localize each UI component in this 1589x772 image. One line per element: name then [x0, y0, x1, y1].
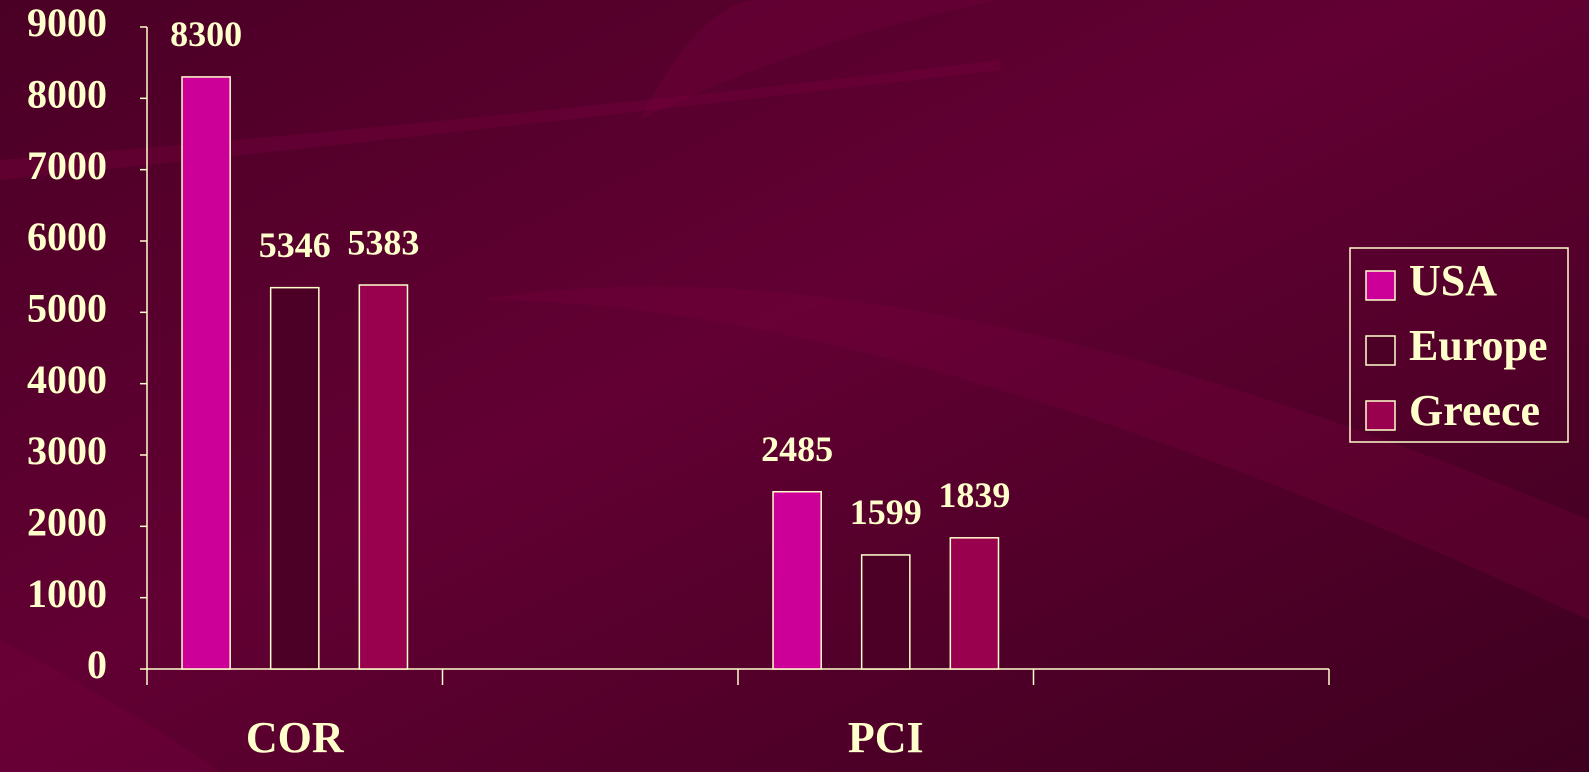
data-label: 1839 — [938, 475, 1010, 515]
y-tick-label: 5000 — [27, 286, 107, 331]
legend-box — [1349, 247, 1569, 443]
bar — [772, 490, 822, 670]
decor — [480, 286, 1589, 620]
bar — [860, 554, 911, 670]
y-tick-label: 7000 — [27, 143, 107, 188]
legend-label: Europe — [1409, 321, 1548, 370]
y-tick-label: 6000 — [27, 214, 107, 259]
bar — [181, 76, 231, 670]
decor — [640, 0, 1000, 120]
data-label: 1599 — [850, 492, 922, 532]
y-tick-label: 4000 — [27, 357, 107, 402]
y-tick-label: 9000 — [27, 0, 107, 45]
y-tick-label: 1000 — [27, 571, 107, 616]
x-tick-label: COR — [246, 713, 345, 762]
bar — [358, 284, 409, 670]
decor — [0, 640, 220, 772]
bar — [269, 286, 320, 670]
decor — [0, 60, 1000, 180]
legend-swatch — [1365, 270, 1396, 301]
y-tick-label: 8000 — [27, 72, 107, 117]
y-tick-label: 2000 — [27, 500, 107, 545]
data-label: 8300 — [170, 14, 242, 54]
y-tick-label: 3000 — [27, 428, 107, 473]
data-label: 5346 — [259, 225, 331, 265]
y-tick-label: 0 — [87, 642, 107, 687]
legend-label: Greece — [1409, 386, 1540, 435]
x-tick-label: PCI — [848, 713, 924, 762]
legend-swatch — [1365, 400, 1396, 431]
data-label: 5383 — [347, 222, 419, 262]
data-label: 2485 — [761, 429, 833, 469]
bar — [949, 537, 1000, 670]
legend-label: USA — [1409, 256, 1497, 305]
legend-swatch — [1365, 335, 1396, 366]
